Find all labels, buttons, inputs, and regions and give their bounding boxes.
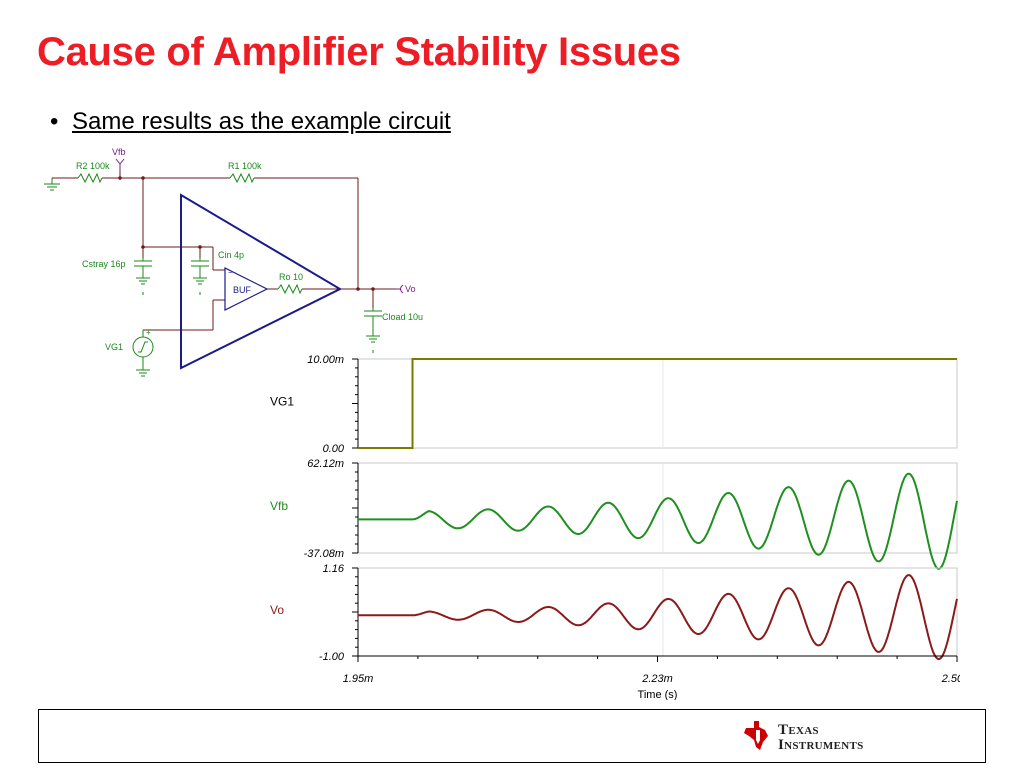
logo-text-line2: INSTRUMENTS [778,737,864,753]
series-line-vo [358,574,958,660]
wires [52,170,396,331]
cstray-capacitor [134,258,152,295]
buf-triangle [224,267,269,311]
series-line-vg1 [358,358,957,449]
buf-label: BUF [233,285,252,295]
panel-frame-vo [357,567,958,657]
x-tick-label: 2.50m [941,673,960,685]
circuit-schematic: Vfb R2 100k R1 100k Cstray 16p Cin 4p BU… [44,147,423,377]
bullet-text: Same results as the example circuit [72,108,451,135]
cload-capacitor [364,308,382,353]
y-tick-label-top-vo: 1.16 [323,563,345,575]
buf-minus: − [228,268,233,277]
r2-label: R2 100k [76,161,110,171]
vfb-label: Vfb [112,147,126,157]
series-line-vfb [358,472,958,570]
r1-resistor [229,172,255,184]
junction-dots [118,176,375,291]
cload-label: Cload 10u [382,312,423,322]
vg1-source [132,330,154,377]
vfb-probe [115,158,125,170]
logo-text-line1: TEXAS [778,722,819,738]
waveform-chart: 10.00m 0.00 VG1 62.12m -37.08m Vfb 1.16 -1.00 Vo… [270,354,960,700]
r1-label: R1 100k [228,161,262,171]
ro-label: Ro 10 [279,272,303,282]
slide-title: Cause of Amplifier Stability Issues [37,30,681,74]
opamp-triangle [180,193,343,370]
series-label-vo: Vo [270,603,284,617]
vg1-plus: + [146,328,151,337]
panel-frame-vg1 [357,358,958,449]
ro-resistor [277,283,303,295]
bullet-item: • Same results as the example circuit [50,108,451,136]
footer-box [38,709,986,763]
cstray-label: Cstray 16p [82,259,126,269]
y-tick-label-bottom-vfb: -37.08m [304,548,344,560]
x-axis-label: Time (s) [638,689,678,700]
y-tick-label-bottom-vo: -1.00 [319,651,345,663]
y-tick-label-top-vfb: 62.12m [307,458,344,470]
y-tick-label-bottom-vg1: 0.00 [323,443,345,455]
cin-capacitor [191,258,209,295]
bullet-dot: • [50,108,59,135]
series-label-vfb: Vfb [270,499,288,513]
vg1-source-label: VG1 [105,342,123,352]
y-tick-label-top-vg1: 10.00m [307,354,344,366]
ground-left [44,178,60,191]
ti-logo: TEXAS INSTRUMENTS [742,718,882,754]
vo-label: Vo [405,284,416,294]
r2-resistor [77,172,103,184]
vo-probe [400,284,404,294]
series-label-vg1: VG1 [270,395,294,409]
cin-label: Cin 4p [218,250,244,260]
x-tick-label: 1.95m [343,673,374,685]
ti-state-icon [744,721,768,750]
x-tick-label: 2.23m [641,673,673,685]
